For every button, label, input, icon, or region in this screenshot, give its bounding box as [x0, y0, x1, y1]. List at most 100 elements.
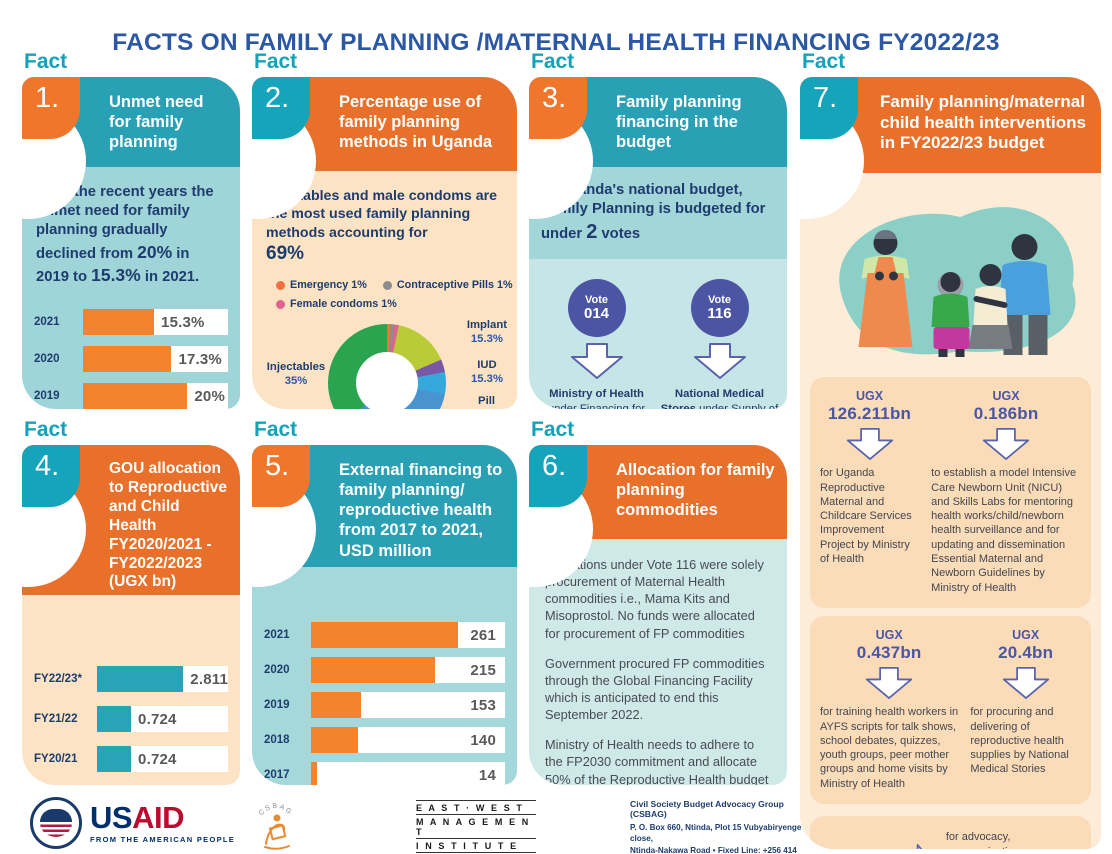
fact-6-paragraph-2: Government procured FP commodities throu…	[545, 655, 765, 723]
bar-fill	[83, 309, 155, 336]
fact-1-title: Unmet need for family planning	[109, 93, 204, 152]
text-segment: In Uganda's national budget, Family Plan…	[541, 182, 766, 243]
usaid-tagline: FROM THE AMERICAN PEOPLE	[90, 835, 236, 844]
usaid-seal-icon	[30, 797, 82, 849]
down-arrow-icon	[1002, 667, 1049, 700]
csbag-contact-name: Civil Society Budget Advocacy Group (CSB…	[630, 799, 784, 819]
seal-chief	[40, 809, 72, 822]
ugx-amount: 0.437bn	[856, 642, 922, 662]
text-segment: in 2021.	[140, 268, 200, 285]
ugx-prefix: UGX	[1012, 627, 1040, 642]
legend-dot-female-condoms	[276, 299, 285, 309]
bar-row: FY22/23* 2.811	[34, 666, 228, 692]
down-arrow-icon	[693, 343, 746, 380]
bar-row: 2020 17.3%	[34, 346, 228, 373]
fact-4-header: 4. GOU allocation to Reproductive and Ch…	[22, 445, 240, 595]
bar-row: 2018 140	[264, 727, 505, 753]
text-segment: under Financing for Reproductive and Chi…	[538, 403, 655, 409]
bar-category: 2020	[264, 664, 290, 676]
callout-implant: Implant 15.3%	[467, 318, 507, 346]
callout-value: 35%	[284, 375, 308, 388]
text-segment: Injectables and male condoms are the mos…	[266, 188, 498, 241]
ugx-item-0186: UGX 0.186bn to establish a model Intensi…	[931, 389, 1081, 595]
bar-track: 20%	[83, 383, 228, 409]
ugx-block-1: UGX 126.211bn for Uganda Reproductive Ma…	[810, 377, 1091, 608]
bar-value: 0.724	[138, 750, 177, 768]
text-segment: in 2019 to	[36, 245, 190, 285]
bar-category: 2018	[264, 734, 290, 746]
callout-injectables: Injectables 35%	[264, 360, 328, 388]
fact-7-title: Family planning/maternal child health in…	[880, 92, 1086, 153]
fact-1-number: 1.	[22, 77, 80, 139]
fact-4-number: 4.	[22, 445, 80, 507]
bar-value: 215	[470, 661, 496, 679]
legend-label: Contraceptive Pills 1%	[396, 279, 513, 292]
vote-word: Vote	[707, 293, 732, 306]
bar-category: 2017	[264, 769, 290, 781]
csbag-contact-block: Civil Society Budget Advocacy Group (CSB…	[630, 799, 808, 854]
bar-fill	[97, 666, 184, 692]
text-segment: under Supply of Reproductive Health Item…	[668, 403, 778, 409]
unmet-need-bar-chart: 2021 15.3% 2020 17.3% 2019 20%	[34, 309, 228, 409]
bar-fill	[97, 746, 132, 772]
usaid-us: US	[90, 800, 133, 835]
bar-category: 2021	[264, 629, 290, 641]
fact-7-number: 7.	[800, 77, 858, 139]
fact-5-tag: Fact	[254, 418, 298, 441]
callout-pill: Pill6%	[478, 394, 495, 409]
agency-name: National Medical Stores	[661, 388, 765, 409]
legend-label: Female condoms 1%	[290, 298, 397, 311]
family-illustration	[800, 173, 1101, 369]
bar-value: 0.724	[138, 710, 177, 728]
fact-3-card: Fact 3. Family planning financing in the…	[529, 50, 787, 409]
bar-track: 153	[311, 692, 505, 718]
callout-value: 15.3%	[470, 333, 503, 346]
bar-track: 0.724	[97, 746, 228, 772]
down-arrow-icon	[866, 667, 913, 700]
fact-5-body: 2021 261 2020 215 2019 153 2018 140	[252, 567, 517, 785]
ugx-amount: 20.4bn	[998, 642, 1054, 662]
bar-track: 215	[311, 657, 505, 683]
fact-4-tag: Fact	[24, 418, 68, 441]
fact-6-body: Allocations under Vote 116 were solely p…	[529, 539, 787, 785]
bar-track: 2.811	[97, 666, 228, 692]
ugx-amount: 0.186bn	[973, 403, 1039, 423]
bar-value: 14	[478, 766, 496, 784]
external-financing-bar-chart: 2021 261 2020 215 2019 153 2018 140	[264, 622, 505, 785]
highlight-20pct: 20%	[137, 241, 173, 262]
bar-row: FY21/22 0.724	[34, 706, 228, 732]
fact-3-body: In Uganda's national budget, Family Plan…	[529, 167, 787, 409]
fact-2-title: Percentage use of family planning method…	[339, 93, 493, 152]
fact-3-number: 3.	[529, 77, 587, 139]
bar-fill	[83, 346, 172, 373]
usaid-aid: AID	[132, 800, 184, 835]
callout-iud: IUD 15.3%	[471, 358, 503, 386]
bar-value: 153	[470, 696, 496, 714]
donut-legend: Emergency 1% Contraceptive Pills 1% Fema…	[276, 279, 513, 311]
fact-3-title: Family planning financing in the budget	[616, 93, 742, 152]
fact-5-title: External financing to family planning/ r…	[339, 461, 503, 560]
bar-row: 2020 215	[264, 657, 505, 683]
legend-label: Emergency 1%	[290, 279, 367, 292]
vote-014-column: Vote 014 Ministry of Health under Financ…	[535, 279, 658, 409]
gou-allocation-bar-chart: FY22/23* 2.811 FY21/22 0.724 FY20/21 0.7…	[34, 666, 228, 772]
csbag-contact-line: Ntinda-Nakawa Road • Fixed Line: +256 41…	[630, 845, 797, 854]
bar-category: 2021	[34, 316, 60, 329]
bar-track: 15.3%	[83, 309, 228, 336]
csbag-contact-line: P. O. Box 660, Ntinda, Plot 15 Vubyabiry…	[630, 823, 802, 844]
ugx-description: for Uganda Reproductive Maternal and Chi…	[820, 467, 912, 566]
fact-3-tag: Fact	[531, 50, 575, 73]
ewmi-logo: E A S T · W E S T M A N A G E M E N T I …	[416, 800, 536, 854]
callout-name: Implant	[466, 319, 507, 332]
callout-name: IUD	[477, 359, 497, 372]
ugx-item-126: UGX 126.211bn for Uganda Reproductive Ma…	[820, 389, 919, 595]
bar-track: 14	[311, 762, 505, 785]
ugx-10bn-description: for advocacy, communication, mobilizatio…	[945, 831, 1023, 849]
callout-name: Injectables	[266, 361, 326, 374]
vote-116-description: National Medical Stores under Supply of …	[659, 387, 781, 409]
ewmi-line-3: I N S T I T U T E	[416, 839, 536, 853]
bar-value: 20%	[194, 387, 226, 405]
family-illustration-svg	[839, 207, 1076, 357]
highlight-15-3pct: 15.3%	[91, 264, 141, 285]
